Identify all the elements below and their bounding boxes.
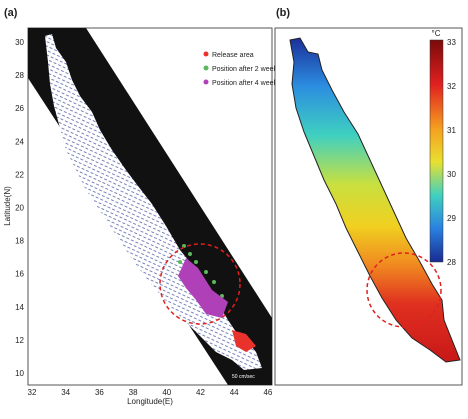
y-tick-label: 20 (15, 204, 24, 213)
panel-a: (a) Release area Position after 2 weeks Po… (3, 7, 281, 406)
x-tick-label: 42 (196, 388, 205, 397)
y-axis-label: Latitude(N) (3, 186, 12, 226)
y-tick-label: 12 (15, 336, 24, 345)
legend-marker (204, 80, 209, 85)
panel-label: (b) (276, 7, 290, 19)
x-axis-label: Longitude(E) (127, 397, 173, 406)
y-tick-label: 18 (15, 237, 24, 246)
colorbar-tick-label: 32 (447, 82, 456, 91)
x-tick-label: 40 (162, 388, 171, 397)
legend-marker (204, 52, 209, 57)
x-tick-label: 46 (263, 388, 272, 397)
y-tick-label: 30 (15, 38, 24, 47)
x-tick-label: 36 (95, 388, 104, 397)
panel-b: (b) °C 33 32 31 30 29 28 (275, 7, 462, 385)
figure: (a) Release area Position after 2 weeks Po… (0, 0, 468, 414)
colorbar (430, 40, 443, 262)
y-tick-label: 28 (15, 71, 24, 80)
x-tick-label: 32 (28, 388, 37, 397)
y-tick-label: 10 (15, 369, 24, 378)
colorbar-tick-label: 31 (447, 126, 456, 135)
x-tick-label: 44 (230, 388, 239, 397)
y-tick-label: 14 (15, 303, 24, 312)
colorbar-tick-label: 29 (447, 214, 456, 223)
x-tick-label: 38 (129, 388, 138, 397)
legend-label: Position after 4 weeks (212, 80, 281, 87)
legend-label: Release area (212, 52, 254, 59)
colorbar-unit: °C (432, 29, 441, 38)
colorbar-tick-label: 28 (447, 258, 456, 267)
y-tick-label: 22 (15, 170, 24, 179)
legend-label: Position after 2 weeks (212, 66, 281, 73)
y-tick-label: 16 (15, 270, 24, 279)
panel-label: (a) (4, 7, 18, 19)
legend-marker (204, 66, 209, 71)
y-tick-label: 26 (15, 104, 24, 113)
colorbar-tick-label: 30 (447, 170, 456, 179)
colorbar-tick-label: 33 (447, 38, 456, 47)
x-tick-label: 34 (61, 388, 70, 397)
scale-label: 50 cm/sec (232, 374, 255, 380)
y-tick-label: 24 (15, 137, 24, 146)
